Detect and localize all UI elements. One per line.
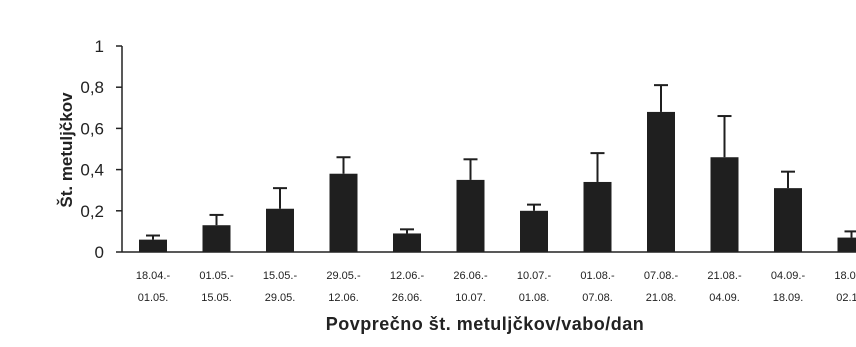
bar — [647, 112, 675, 252]
bar — [838, 238, 856, 252]
bar — [457, 180, 485, 252]
error-bars — [146, 85, 856, 240]
x-tick-labels: 18.04.- 01.05. 01.05.- 15.05. 15.05.- 29.05. 2… — [136, 270, 856, 304]
x-tick-label-start: 01.05.- — [199, 270, 234, 282]
y-tick-label: 0 — [95, 243, 104, 262]
x-tick-label-end: 18.09. — [773, 292, 804, 304]
x-tick-label-start: 18.04.- — [136, 270, 171, 282]
x-tick-label-end: 07.08. — [582, 292, 613, 304]
y-tick-label: 0,2 — [80, 202, 104, 221]
x-tick-label-end: 15.05. — [201, 292, 232, 304]
y-tick-label: 1 — [95, 37, 104, 56]
bar — [584, 182, 612, 252]
bar — [330, 174, 358, 252]
bar — [266, 209, 294, 252]
x-tick-label-end: 29.05. — [265, 292, 296, 304]
x-axis-label: Povprečno št. metuljčkov/vabo/dan — [326, 314, 645, 334]
x-tick-label-end: 26.06. — [392, 292, 423, 304]
x-tick-label-end: 12.06. — [328, 292, 359, 304]
y-tick-label: 0,8 — [80, 78, 104, 97]
x-tick-label-end: 21.08. — [646, 292, 677, 304]
x-tick-label-start: 07.08.- — [644, 270, 679, 282]
y-axis-label: Št. metuljčkov — [57, 92, 76, 208]
x-tick-label-end: 04.09. — [709, 292, 740, 304]
y-tick-label: 0,6 — [80, 119, 104, 138]
bar — [139, 240, 167, 252]
y-tick-label: 0,4 — [80, 161, 104, 180]
x-tick-label-start: 18.09.- — [834, 270, 856, 282]
x-tick-label-start: 01.08.- — [580, 270, 615, 282]
x-tick-label-start: 10.07.- — [517, 270, 552, 282]
x-tick-label-start: 21.08.- — [707, 270, 742, 282]
x-tick-label-start: 26.06.- — [453, 270, 488, 282]
bar — [711, 157, 739, 252]
x-tick-label-start: 12.06.- — [390, 270, 425, 282]
bar — [393, 233, 421, 252]
x-tick-label-end: 01.05. — [138, 292, 169, 304]
axes — [116, 46, 856, 252]
x-tick-label-end: 10.07. — [455, 292, 486, 304]
bar — [774, 188, 802, 252]
x-tick-label-end: 01.08. — [519, 292, 550, 304]
bars — [139, 112, 856, 252]
x-tick-label-end: 02.10. — [836, 292, 856, 304]
bar — [203, 225, 231, 252]
x-tick-label-start: 15.05.- — [263, 270, 298, 282]
y-tick-labels: 0 0,2 0,4 0,6 0,8 1 — [80, 37, 104, 262]
x-tick-label-start: 04.09.- — [771, 270, 806, 282]
bar — [520, 211, 548, 252]
x-tick-label-start: 29.05.- — [326, 270, 361, 282]
